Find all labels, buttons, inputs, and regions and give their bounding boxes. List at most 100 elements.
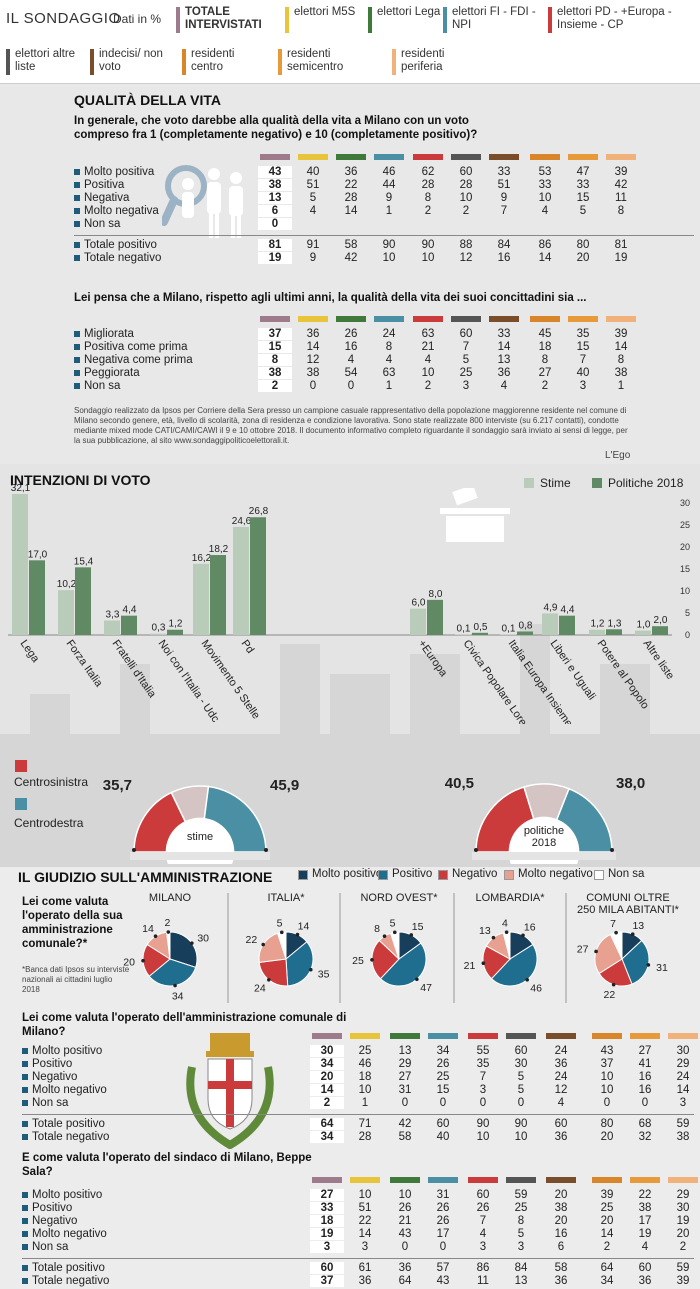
column-color-bar [530, 154, 560, 160]
row-label: Positiva [74, 179, 254, 191]
row-label: Non sa [74, 380, 254, 392]
row-label: Totale negativo [74, 252, 254, 264]
table-cell: 37 [310, 1275, 344, 1287]
table-row: Molto negativo 19 14 43 17 4 5 16 14 19 20 [22, 1228, 694, 1241]
giudizio-question-4: E come valuta l'operato del sindaco di M… [22, 1152, 312, 1178]
legend-label: indecisi/ non voto [99, 48, 163, 73]
table-cell: 0 [401, 1241, 409, 1253]
table-cell: 5 [517, 1228, 525, 1240]
row-label: Non sa [22, 1241, 202, 1253]
table-cell: 15 [576, 192, 590, 204]
row-label: Molto negativa [74, 205, 254, 217]
table-cell: 55 [476, 1045, 490, 1057]
column-color-bar [260, 154, 290, 160]
row-label: Positivo [22, 1058, 202, 1070]
row-label: Peggiorata [74, 367, 254, 379]
bar-value-label: 15,4 [74, 556, 94, 567]
pie-value-label: 4 [502, 917, 508, 929]
table-cell: 20 [310, 1071, 344, 1083]
table-divider [74, 235, 694, 236]
bar-stime [410, 608, 426, 635]
table-cell: 9 [500, 192, 508, 204]
table-row-total: Totale negativo 37 36 64 43 11 13 36 34 36 39 [22, 1275, 694, 1288]
bar-value-label: 4,9 [544, 602, 558, 613]
column-color-bar [506, 1177, 536, 1183]
row-label: Positivo [22, 1202, 202, 1214]
column-color-bar [630, 1033, 660, 1039]
table-cell: 17 [638, 1215, 652, 1227]
bar-politiche [606, 629, 622, 635]
table-cell: 37 [258, 328, 292, 340]
column-color-bar [489, 316, 519, 322]
table-cell: 81 [614, 239, 628, 251]
table-cell: 7 [479, 1071, 487, 1083]
marker [132, 848, 136, 852]
table-cell: 28 [459, 179, 473, 191]
table-cell: 60 [514, 1045, 528, 1057]
legend-swatch [504, 870, 514, 880]
table-cell: 2 [424, 205, 432, 217]
pie-value-label: 7 [610, 918, 616, 930]
category-label: Pd [239, 638, 257, 656]
table-cell: 11 [615, 192, 627, 204]
table-cell: 30 [514, 1058, 528, 1070]
column-color-bar [350, 1033, 380, 1039]
table-cell: 36 [554, 1131, 568, 1143]
table-cell: 8 [517, 1215, 525, 1227]
marker [264, 848, 268, 852]
pie-value-label: 31 [656, 962, 668, 974]
giudizio-question-left: Lei come valuta l'operato della sua ammi… [22, 896, 123, 950]
bar-politiche [427, 599, 443, 635]
pie-marker [166, 930, 171, 934]
table-cell: 60 [638, 1262, 652, 1274]
semi-value-right: 38,0 [616, 775, 645, 792]
column-color-bar [428, 1033, 458, 1039]
category-label: Altre liste [641, 638, 677, 682]
column-color-bar [312, 1033, 342, 1039]
table-cell: 60 [459, 328, 473, 340]
row-label: Molto positiva [74, 166, 254, 178]
table-cell: 45 [538, 328, 552, 340]
table-cell: 10 [421, 252, 435, 264]
table-row: Positivo 33 51 26 26 26 25 38 25 38 30 [22, 1202, 694, 1215]
pie-marker [295, 932, 300, 937]
table-cell: 86 [538, 239, 552, 251]
table-cell: 24 [554, 1045, 568, 1057]
table-cell: 10 [600, 1071, 614, 1083]
table-cell: 43 [600, 1045, 614, 1057]
table-cell: 19 [310, 1228, 344, 1240]
table-cell: 36 [638, 1275, 652, 1287]
table-cell: 14 [310, 1084, 344, 1096]
bar-stime [542, 613, 558, 635]
table-cell: 60 [554, 1118, 568, 1130]
pie-marker [370, 958, 374, 962]
table-cell: 53 [538, 166, 552, 178]
table-cell: 2 [310, 1097, 344, 1109]
pie-value-label: 46 [530, 983, 542, 995]
table-cell: 42 [614, 179, 628, 191]
table-cell: 5 [517, 1071, 525, 1083]
bar-value-label: 32,1 [11, 483, 31, 494]
legend-label: elettori altre liste [15, 48, 76, 73]
table-row: Negativa come prima 8 12 4 4 4 5 13 8 7 8 [74, 354, 694, 367]
page-title: IL SONDAGGIO [6, 10, 121, 27]
table-cell: 24 [554, 1071, 568, 1083]
table-cell: 3 [310, 1241, 344, 1253]
bar-value-label: 24,6 [232, 516, 252, 527]
table-cell: 1 [617, 380, 625, 392]
table-row: Negativa 13 5 28 9 8 10 9 10 15 11 [74, 192, 694, 205]
table-cell: 80 [576, 239, 590, 251]
pie-marker [630, 932, 635, 937]
giudizio-table-4: Molto positivo 27 10 10 31 60 59 20 39 22 29 Positi… [22, 1177, 698, 1289]
column-color-bar [413, 316, 443, 322]
bar-politiche [75, 567, 91, 635]
giudizio-legend: Molto positivo Positivo Negativo Molto nega… [298, 867, 698, 883]
table-cell: 19 [638, 1228, 652, 1240]
bar-value-label: 16,2 [192, 553, 212, 564]
qualita-section: QUALITÀ DELLA VITA In generale, che voto… [0, 84, 700, 464]
table-cell: 62 [421, 166, 435, 178]
table-divider [22, 1114, 694, 1115]
table-cell: 58 [344, 239, 358, 251]
table-cell: 90 [421, 239, 435, 251]
bar-value-label: 6,0 [412, 598, 426, 609]
